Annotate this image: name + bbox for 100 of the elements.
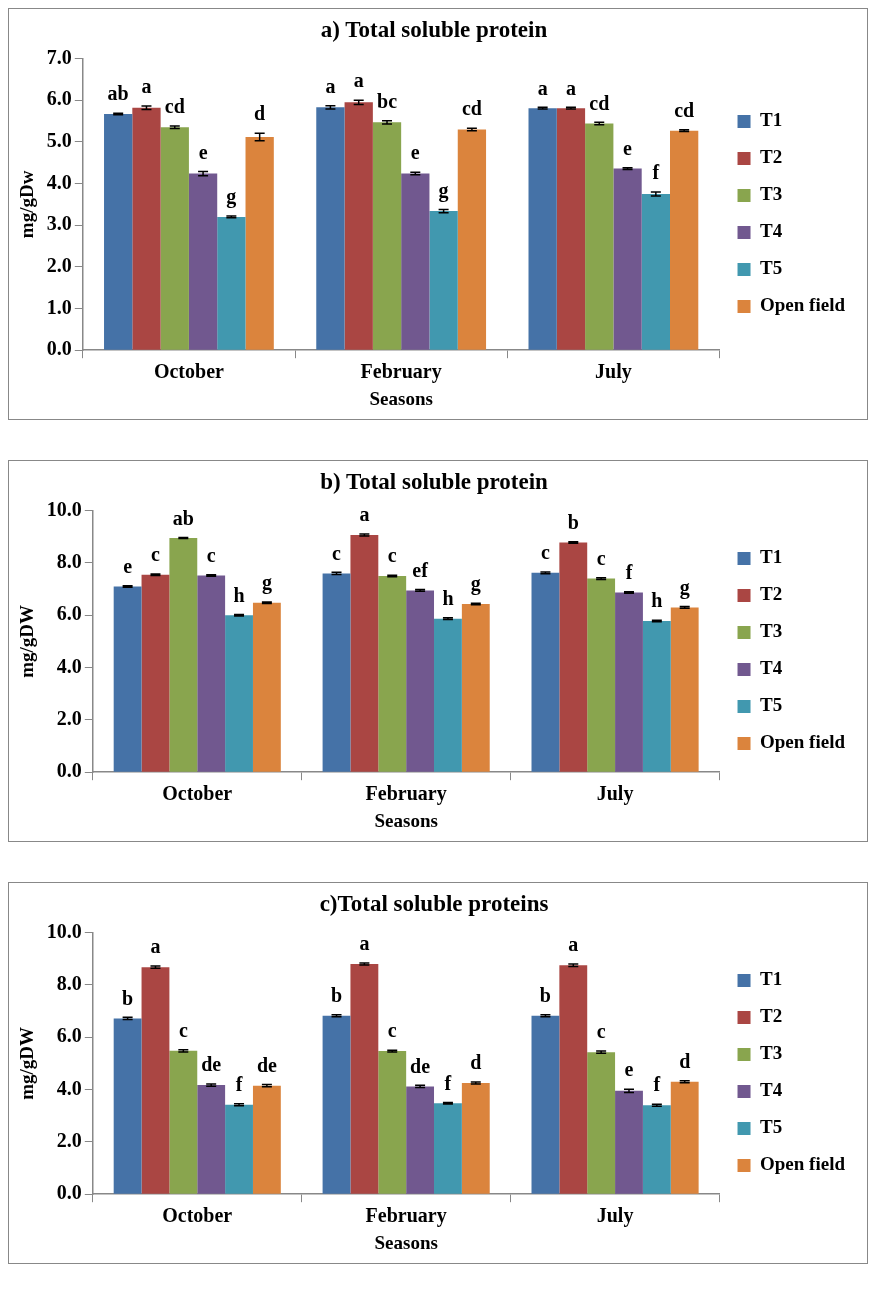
y-tick-label: 10.0 (46, 497, 82, 520)
y-tick-label: 7.0 (46, 45, 72, 68)
y-axis-title: mg/gDW (16, 604, 38, 678)
bar (169, 1050, 198, 1194)
x-tick-label: July (595, 360, 632, 384)
bar (642, 621, 671, 772)
bar (141, 574, 170, 772)
bar (225, 1104, 253, 1194)
legend-label: T4 (760, 220, 783, 242)
chart-title: a) Total soluble protein (320, 16, 548, 42)
bar (461, 603, 490, 772)
data-label: c (540, 541, 550, 564)
bar (217, 216, 246, 350)
y-tick-label: 4.0 (46, 170, 72, 193)
data-label: f (444, 1071, 452, 1094)
y-tick-label: 4.0 (56, 654, 82, 677)
bar (344, 102, 373, 350)
legend-label: T1 (760, 968, 783, 990)
x-tick-label: October (153, 360, 225, 383)
bar (350, 534, 379, 772)
data-label: f (235, 1072, 243, 1095)
data-label: ab (107, 82, 129, 105)
x-tick-label: February (365, 1204, 447, 1228)
data-label: g (261, 571, 272, 595)
data-label: a (325, 74, 336, 97)
y-axis-title: mg/gDW (16, 1026, 38, 1100)
data-label: a (359, 932, 370, 955)
data-label: cd (589, 91, 610, 114)
data-label: a (565, 76, 576, 99)
legend-label: T3 (760, 620, 783, 642)
data-label: c (596, 1020, 606, 1043)
bar (531, 1015, 560, 1194)
data-label: c (178, 1018, 188, 1041)
data-label: a (353, 69, 364, 92)
y-tick-label: 8.0 (56, 550, 82, 573)
bar (559, 965, 588, 1194)
bar (197, 575, 226, 772)
legend-label: T3 (760, 1042, 783, 1064)
y-tick-label: 5.0 (46, 129, 72, 152)
bar (615, 592, 643, 772)
legend-label: T4 (760, 1079, 783, 1101)
bar (252, 602, 281, 772)
data-label: f (625, 560, 633, 583)
bar (141, 967, 170, 1194)
bar (587, 1052, 616, 1194)
data-label: g (679, 575, 690, 599)
data-label: de (201, 1053, 222, 1076)
bar (670, 607, 699, 772)
bar (322, 573, 351, 772)
data-label: b (330, 983, 343, 1006)
y-tick-label: 2.0 (56, 707, 82, 730)
data-label: cd (461, 97, 482, 120)
y-tick-label: 0.0 (56, 759, 82, 782)
legend-label: T5 (760, 694, 783, 716)
data-label: g (438, 178, 449, 202)
data-label: g (470, 572, 481, 596)
bar (372, 122, 402, 350)
legend-label: Open field (760, 294, 846, 316)
data-label: a (568, 933, 579, 956)
y-tick-label: 2.0 (56, 1129, 82, 1152)
data-label: a (537, 76, 548, 99)
bar (160, 127, 189, 350)
x-axis-title: Seasons (374, 809, 438, 831)
data-label: e (624, 1058, 634, 1081)
data-label: h (442, 587, 454, 610)
data-label: d (254, 102, 266, 125)
bar (378, 1051, 407, 1194)
data-label: c (206, 543, 216, 566)
bar (113, 1018, 142, 1194)
bar (613, 168, 642, 350)
data-label: e (198, 140, 208, 163)
bar (406, 590, 435, 772)
y-tick-label: 6.0 (56, 602, 82, 625)
data-label: b (567, 510, 579, 533)
legend-label: T5 (760, 1116, 783, 1138)
data-label: c (596, 547, 606, 569)
x-tick-label: February (360, 360, 442, 384)
data-label: d (679, 1049, 691, 1072)
data-label: e (410, 141, 420, 164)
data-label: c (387, 544, 397, 567)
y-tick-label: 1.0 (46, 295, 72, 318)
chart-title: c)Total soluble proteins (319, 890, 549, 916)
legend-label: T1 (760, 109, 783, 131)
data-label: f (652, 161, 660, 184)
legend-label: Open field (760, 731, 846, 753)
legend-label: T2 (760, 146, 783, 168)
legend-label: T2 (760, 1005, 783, 1027)
x-axis-title: Seasons (374, 1231, 438, 1253)
data-label: h (651, 589, 663, 612)
data-label: b (539, 983, 551, 1006)
bar (225, 615, 253, 772)
bar (457, 129, 487, 350)
bar (197, 1085, 226, 1194)
bar (461, 1083, 490, 1194)
bar (169, 538, 198, 772)
x-tick-label: February (365, 782, 447, 806)
bar (434, 1103, 462, 1194)
x-tick-label: October (162, 1204, 233, 1227)
data-label: h (233, 583, 245, 606)
data-label: de (256, 1053, 278, 1076)
